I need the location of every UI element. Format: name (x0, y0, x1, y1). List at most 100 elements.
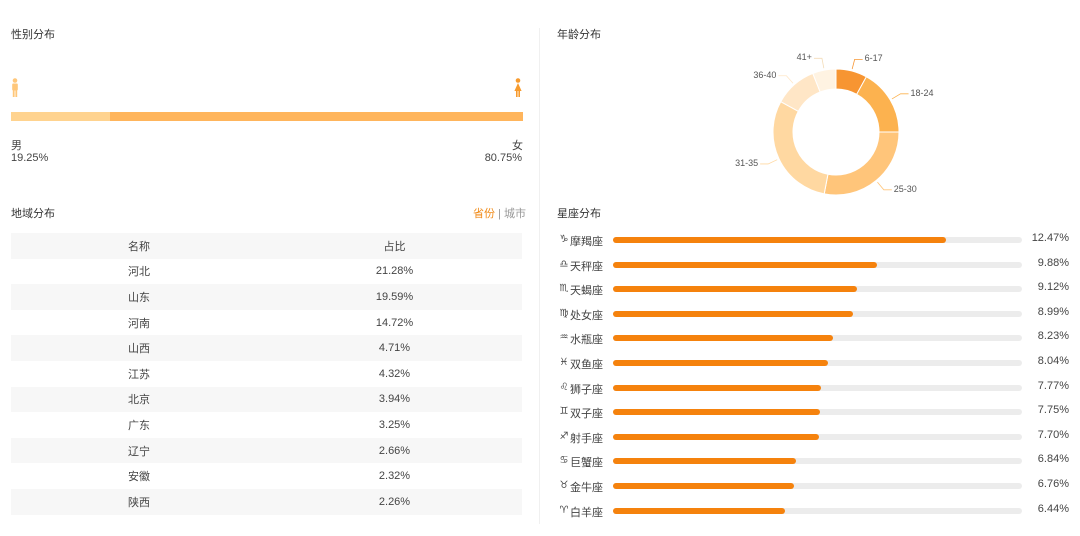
region-ratio: 2.32% (378, 470, 411, 483)
table-header: 名称 占比 (11, 233, 522, 259)
zodiac-bar-fill (613, 483, 794, 489)
region-table: 名称 占比 河北 21.28% 山东 19.59% 河南 14.72% 山西 4.71%… (11, 233, 522, 515)
region-name: 辽宁 (128, 445, 150, 458)
donut-label: 41+ (796, 52, 812, 63)
donut-leader-line (891, 93, 909, 100)
zodiac-bar-track (613, 409, 1022, 416)
table-row: 广东 3.25% (11, 412, 522, 438)
toggle-separator: | (498, 208, 501, 220)
zodiac-name: 天蝎座 (570, 285, 603, 298)
pisces-icon: ♓ (559, 357, 569, 368)
zodiac-row: ♑ 摩羯座 12.47% (557, 231, 1071, 249)
zodiac-row: ♍ 处女座 8.99% (557, 305, 1071, 323)
zodiac-percent: 9.12% (1037, 281, 1069, 294)
region-name: 河南 (128, 317, 150, 330)
zodiac-bar-fill (613, 384, 821, 391)
donut-slice-41+ (812, 68, 837, 93)
zodiac-row: ♐ 射手座 7.70% (557, 428, 1071, 446)
scorpio-icon: ♏ (559, 283, 569, 295)
zodiac-bar-track (613, 261, 1022, 268)
zodiac-percent: 12.47% (1031, 232, 1069, 244)
zodiac-row: ♊ 双子座 7.75% (557, 403, 1071, 421)
region-name: 陕西 (128, 496, 150, 509)
virgo-icon: ♍ (559, 307, 569, 319)
table-row: 河南 14.72% (11, 310, 522, 336)
province-tab[interactable]: 省份 (473, 208, 495, 220)
zodiac-bar-track (613, 483, 1022, 489)
region-name: 广东 (128, 419, 150, 432)
zodiac-name: 处女座 (570, 309, 603, 322)
zodiac-bar-track (613, 433, 1022, 440)
region-ratio: 4.32% (378, 367, 411, 380)
region-name: 安徽 (128, 471, 150, 484)
table-row: 安徽 2.32% (11, 463, 522, 489)
zodiac-percent: 6.44% (1037, 502, 1069, 515)
aries-icon: ♈ (559, 504, 569, 516)
zodiac-row: ♋ 巨蟹座 6.84% (557, 452, 1071, 470)
region-toggle: 省份 | 城市 (473, 205, 526, 221)
region-ratio: 2.26% (378, 495, 411, 508)
zodiac-bar-fill (613, 335, 833, 342)
zodiac-bar-fill (613, 237, 947, 243)
male-percent: 19.25% (11, 152, 49, 164)
region-ratio: 21.28% (375, 265, 414, 278)
female-icon (514, 78, 522, 97)
gender-bar-male (11, 112, 110, 121)
region-name: 山东 (128, 291, 150, 304)
zodiac-percent: 9.88% (1037, 256, 1069, 269)
zodiac-row: ♏ 天蝎座 9.12% (557, 280, 1071, 298)
zodiac-percent: 8.99% (1037, 305, 1069, 318)
table-row: 陕西 2.26% (11, 488, 522, 515)
zodiac-name: 天秤座 (570, 260, 603, 273)
region-ratio: 2.66% (378, 444, 411, 457)
zodiac-bar-fill (613, 458, 796, 465)
city-tab[interactable]: 城市 (503, 208, 526, 220)
libra-icon: ♎ (559, 258, 569, 270)
region-ratio: 3.25% (378, 418, 411, 431)
zodiac-bar-track (613, 507, 1022, 514)
zodiac-bar-track (613, 360, 1022, 366)
zodiac-name: 摩羯座 (570, 236, 603, 248)
region-name: 江苏 (128, 368, 150, 381)
zodiac-row: ♎ 天秤座 9.88% (557, 256, 1071, 274)
age-title: 年龄分布 (557, 29, 601, 41)
zodiac-name: 巨蟹座 (570, 457, 603, 470)
donut-leader-line (813, 57, 825, 69)
zodiac-bar-fill (613, 360, 828, 366)
zodiac-percent: 6.84% (1037, 453, 1069, 466)
zodiac-percent: 8.23% (1037, 330, 1069, 343)
table-row: 辽宁 2.66% (11, 437, 522, 464)
zodiac-name: 金牛座 (570, 482, 603, 494)
donut-label: 25-30 (893, 183, 917, 194)
table-row: 江苏 4.32% (11, 361, 522, 387)
donut-slice-25-30 (823, 131, 900, 196)
region-ratio: 3.94% (378, 393, 411, 406)
gender-bar (11, 112, 523, 121)
zodiac-name: 狮子座 (570, 383, 603, 396)
capricorn-icon: ♑ (559, 234, 569, 245)
table-row: 北京 3.94% (11, 386, 522, 413)
taurus-icon: ♉ (559, 480, 569, 491)
zodiac-percent: 7.70% (1037, 428, 1069, 441)
column-header-name: 名称 (128, 240, 150, 253)
zodiac-row: ♌ 狮子座 7.77% (557, 379, 1071, 397)
zodiac-bar-track (613, 286, 1022, 293)
zodiac-title: 星座分布 (557, 208, 601, 220)
zodiac-bar-track (613, 458, 1022, 465)
zodiac-bar-track (613, 384, 1022, 391)
gemini-icon: ♊ (559, 406, 569, 418)
age-donut-chart (760, 57, 909, 196)
donut-label: 31-35 (735, 157, 759, 168)
zodiac-percent: 6.76% (1037, 478, 1069, 490)
female-label: 女 (512, 140, 523, 152)
zodiac-bar-track (613, 237, 1022, 243)
male-icon (12, 78, 18, 97)
donut-label: 6-17 (864, 53, 883, 64)
donut-leader-line (778, 75, 794, 84)
donut-label: 18-24 (910, 87, 934, 98)
donut-leader-line (760, 159, 778, 165)
female-percent: 80.75% (484, 152, 522, 164)
donut-label: 36-40 (753, 69, 777, 80)
zodiac-percent: 7.75% (1037, 404, 1069, 417)
zodiac-bar-fill (613, 409, 821, 416)
